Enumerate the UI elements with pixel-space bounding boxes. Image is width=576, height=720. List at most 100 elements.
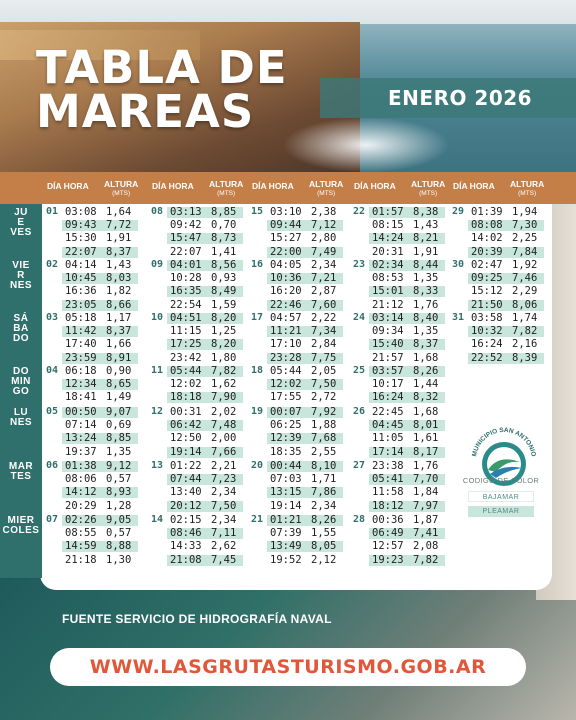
pleamar-highlight	[62, 299, 138, 311]
tide-time: 02:47	[471, 259, 503, 271]
day-number: 12	[151, 406, 164, 417]
pleamar-highlight	[62, 433, 138, 445]
tide-height: 7,21	[311, 272, 337, 285]
tide-time: 19:14	[170, 445, 202, 458]
day-number: 16	[251, 259, 264, 270]
pleamar-highlight	[267, 379, 343, 391]
tide-time: 04:57	[270, 312, 302, 324]
pleamar-highlight	[167, 233, 243, 245]
tide-height: 2,25	[512, 232, 538, 245]
tide-time: 05:41	[372, 473, 404, 486]
tide-time: 11:05	[372, 432, 404, 445]
day-number: 13	[151, 460, 164, 471]
pleamar-highlight	[167, 474, 243, 486]
tide-height: 0,90	[106, 365, 132, 377]
tide-height: 0,69	[106, 419, 132, 432]
pleamar-highlight	[468, 352, 544, 364]
tide-time: 15:27	[270, 232, 302, 245]
header-dia-hora: DÍA HORA	[152, 181, 194, 191]
tide-time: 03:14	[372, 312, 404, 324]
tide-time: 06:18	[65, 365, 97, 377]
weekday-label: LU NES	[9, 407, 33, 428]
day-number: 21	[251, 514, 264, 525]
tide-time: 05:44	[170, 365, 202, 377]
tide-height: 1,91	[413, 245, 439, 258]
pleamar-highlight	[167, 528, 243, 540]
tide-time: 15:12	[471, 285, 503, 298]
tide-height: 2,16	[512, 338, 538, 351]
header-altura: ALTURA (MTS)	[510, 179, 545, 198]
title-line-2: MAREAS	[36, 85, 255, 138]
tide-time: 12:39	[270, 432, 302, 445]
weekday-label: JU E VES	[10, 207, 32, 238]
pleamar-highlight	[167, 207, 243, 218]
tide-height: 7,97	[413, 499, 439, 512]
tide-time: 19:14	[270, 499, 302, 512]
tide-height: 7,92	[311, 406, 337, 418]
tide-time: 20:29	[65, 499, 97, 512]
weekday-label: SÁ BA DO	[13, 313, 29, 344]
tide-time: 17:25	[170, 338, 202, 351]
tide-height: 1,91	[106, 232, 132, 245]
tide-height: 7,86	[311, 486, 337, 499]
tide-height: 0,57	[106, 527, 132, 540]
tide-height: 1,43	[106, 259, 132, 271]
tide-time: 03:57	[372, 365, 404, 377]
weekday-label: MAR TES	[8, 461, 34, 482]
tide-height: 7,11	[211, 527, 237, 540]
tide-time: 12:57	[372, 540, 404, 553]
pleamar-highlight	[267, 273, 343, 285]
pleamar-highlight	[167, 366, 243, 377]
tide-time: 17:14	[372, 445, 404, 458]
tide-height: 1,92	[512, 259, 538, 271]
tide-height: 2,29	[512, 285, 538, 298]
tide-time: 08:55	[65, 527, 97, 540]
tide-time: 18:41	[65, 391, 97, 404]
website-url[interactable]: WWW.LASGRUTASTURISMO.GOB.AR	[89, 656, 487, 678]
tide-height: 2,62	[211, 540, 237, 553]
tide-time: 22:46	[270, 298, 302, 311]
tide-time: 22:00	[270, 245, 302, 258]
tide-time: 21:50	[471, 298, 503, 311]
tide-height: 0,70	[211, 219, 237, 232]
tide-time: 22:54	[170, 298, 202, 311]
tide-time: 15:01	[372, 285, 404, 298]
tide-time: 19:23	[372, 553, 404, 566]
pleamar-highlight	[369, 446, 445, 458]
tide-height: 8,37	[106, 325, 132, 338]
tide-height: 9,05	[106, 514, 132, 526]
tide-time: 15:47	[170, 232, 202, 245]
pleamar-highlight	[62, 220, 138, 232]
tide-time: 08:46	[170, 527, 202, 540]
tide-height: 7,68	[311, 432, 337, 445]
tide-time: 00:31	[170, 406, 202, 418]
tide-height: 7,41	[413, 527, 439, 540]
tide-time: 10:32	[471, 325, 503, 338]
tide-height: 7,50	[311, 378, 337, 391]
tide-time: 23:59	[65, 351, 97, 364]
tide-time: 16:24	[372, 391, 404, 404]
pleamar-highlight	[267, 326, 343, 338]
tide-height: 8,40	[413, 312, 439, 324]
tide-time: 12:34	[65, 378, 97, 391]
legend-bajamar: BAJAMAR	[468, 491, 534, 502]
tide-time: 22:07	[65, 245, 97, 258]
tide-time: 09:25	[471, 272, 503, 285]
tide-height: 8,91	[106, 351, 132, 364]
tide-time: 05:44	[270, 365, 302, 377]
pleamar-highlight	[62, 487, 138, 499]
pleamar-highlight	[167, 420, 243, 432]
tide-time: 04:05	[270, 259, 302, 271]
pleamar-highlight	[468, 246, 544, 258]
pleamar-highlight	[62, 273, 138, 285]
day-number: 28	[353, 514, 366, 525]
tide-time: 14:33	[170, 540, 202, 553]
pleamar-highlight	[267, 433, 343, 445]
tide-height: 1,76	[413, 298, 439, 311]
day-number: 24	[353, 312, 366, 323]
header-dia-hora: DÍA HORA	[453, 181, 495, 191]
tide-time: 15:40	[372, 338, 404, 351]
source-note: FUENTE SERVICIO DE HIDROGRAFÍA NAVAL	[62, 612, 332, 626]
website-pill[interactable]: WWW.LASGRUTASTURISMO.GOB.AR	[50, 648, 526, 686]
table-header-bar	[0, 172, 576, 204]
